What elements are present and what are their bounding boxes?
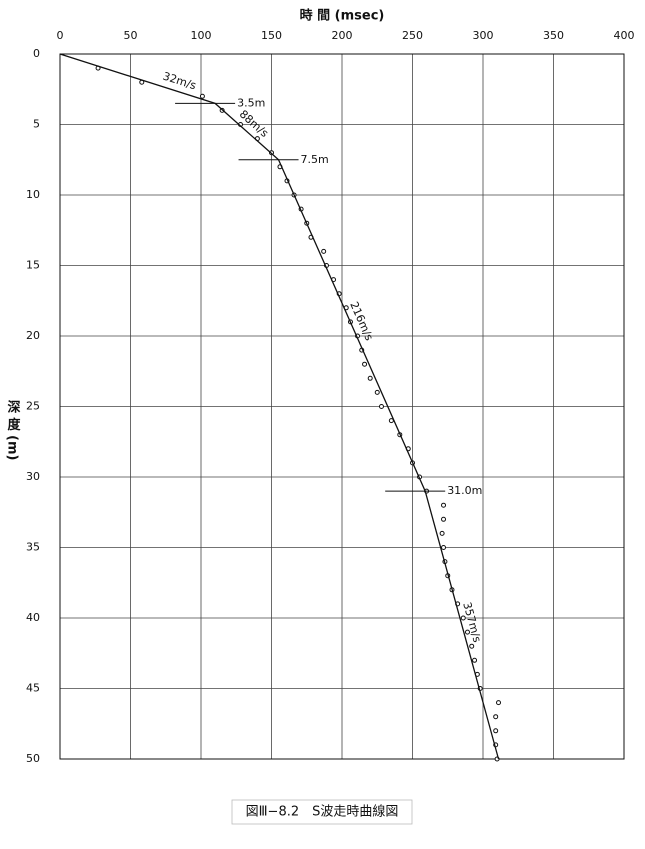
y-tick-label: 40: [26, 611, 40, 624]
data-point: [441, 502, 447, 508]
data-point: [464, 629, 470, 635]
x-axis-title: 時 間 (msec): [300, 8, 385, 24]
x-tick-label: 150: [261, 29, 282, 42]
velocity-label: 357m/s: [460, 601, 483, 644]
data-point: [441, 545, 447, 550]
x-tick-label: 200: [332, 29, 353, 42]
y-tick-label: 30: [26, 470, 40, 483]
y-tick-label: 10: [26, 188, 40, 201]
x-tick-label: 350: [543, 29, 564, 42]
y-tick-label: 25: [26, 400, 40, 413]
y-axis-title: 深 度 (m): [5, 399, 21, 460]
layer-label: 3.5m: [237, 96, 265, 109]
y-tick-label: 0: [33, 47, 40, 60]
y-tick-label: 20: [26, 329, 40, 342]
data-point: [493, 714, 499, 720]
data-point: [472, 657, 478, 663]
data-point: [441, 516, 447, 522]
data-point: [496, 700, 502, 706]
data-point: [199, 93, 205, 99]
x-tick-label: 300: [473, 29, 494, 42]
y-tick-label: 35: [26, 541, 40, 554]
x-tick-label: 250: [402, 29, 423, 42]
chart-title: 図Ⅲ−8.2 S波走時曲線図: [246, 804, 399, 820]
layer-label: 7.5m: [301, 153, 329, 166]
caption-frame: [231, 799, 413, 825]
data-point: [367, 375, 373, 381]
data-point: [362, 361, 368, 367]
y-tick-label: 45: [26, 682, 40, 695]
x-tick-label: 50: [124, 29, 138, 42]
data-point: [493, 728, 499, 734]
y-tick-label: 50: [26, 752, 40, 765]
y-tick-label: 15: [26, 259, 40, 272]
data-point: [374, 389, 380, 395]
data-point: [321, 248, 327, 254]
data-point: [439, 530, 445, 536]
x-tick-label: 0: [57, 29, 64, 42]
x-tick-label: 100: [191, 29, 212, 42]
x-tick-label: 400: [614, 29, 635, 42]
y-tick-label: 5: [33, 118, 40, 131]
data-point: [469, 643, 475, 649]
layer-label: 31.0m: [447, 484, 482, 497]
plot-frame: [59, 53, 625, 760]
data-point: [378, 404, 384, 409]
data-point: [460, 615, 466, 621]
velocity-label: 32m/s: [161, 70, 198, 93]
